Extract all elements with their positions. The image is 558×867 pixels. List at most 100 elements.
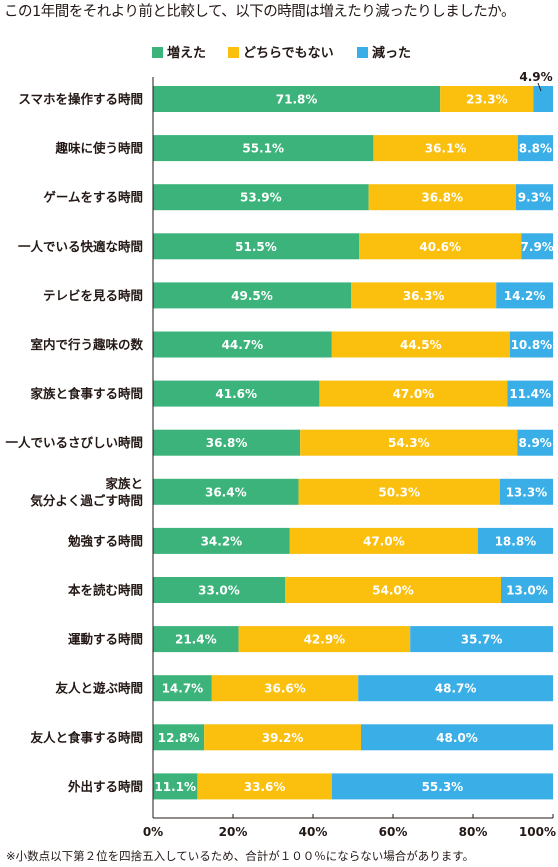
bar-segment xyxy=(331,773,553,800)
bar-segment xyxy=(211,675,359,702)
x-tick-label: 60% xyxy=(379,825,408,839)
bar-segment xyxy=(521,233,553,260)
value-labels: 71.8% 23.3% 4.9% 55.1% 36.1% 8.8% 53.9% 36.8% 9.… xyxy=(154,70,553,794)
bar-segment xyxy=(351,282,497,309)
category-label: ゲームをする時間 xyxy=(43,190,143,205)
bar-segment xyxy=(410,626,553,653)
value-label: 33.6% xyxy=(244,780,286,794)
bar-segment xyxy=(153,282,351,309)
legend-swatch xyxy=(228,47,239,58)
value-label: 34.2% xyxy=(201,534,243,548)
value-label: 47.0% xyxy=(363,534,405,548)
bar-segment xyxy=(331,331,510,358)
value-label: 51.5% xyxy=(235,240,277,254)
bar-segment xyxy=(153,724,205,751)
value-label: 44.5% xyxy=(400,338,442,352)
value-label: 36.8% xyxy=(421,191,463,205)
value-label: 14.7% xyxy=(162,682,204,696)
value-label: 47.0% xyxy=(393,387,435,401)
category-label: 友人と食事する時間 xyxy=(29,730,143,745)
category-label: テレビを見る時間 xyxy=(43,288,143,303)
bar-segment xyxy=(499,478,553,505)
bar-segment xyxy=(153,577,285,603)
category-label: スマホを操作する時間 xyxy=(18,92,143,107)
bar-segment xyxy=(153,429,301,456)
footnote: ※小数点以下第２位を四捨五入しているため、合計が１００％にならない場合があります… xyxy=(6,849,474,863)
value-label: 8.9% xyxy=(519,436,552,450)
category-label: 友人と遊ぶ時間 xyxy=(54,681,143,696)
bar-segment xyxy=(153,675,212,702)
value-label: 36.3% xyxy=(403,289,445,303)
value-label: 54.0% xyxy=(372,584,414,598)
bars xyxy=(153,86,553,800)
bar-segment xyxy=(501,577,553,603)
value-label: 13.0% xyxy=(506,584,548,598)
value-label: 42.9% xyxy=(304,633,346,647)
value-label: 71.8% xyxy=(276,93,318,107)
bar-segment xyxy=(153,86,441,112)
legend-swatch xyxy=(357,47,368,58)
bar-segment xyxy=(477,527,553,554)
x-tick-label: 80% xyxy=(459,825,488,839)
value-label: 44.7% xyxy=(222,338,264,352)
bar-segment xyxy=(359,233,522,260)
x-tick-label: 0% xyxy=(143,825,163,839)
value-label: 4.9% xyxy=(519,70,552,84)
value-label: 53.9% xyxy=(240,191,282,205)
bar-segment xyxy=(153,184,369,211)
value-label: 50.3% xyxy=(378,485,420,499)
category-label: 外出する時間 xyxy=(67,779,143,794)
value-label: 33.0% xyxy=(198,584,240,598)
bar-segment xyxy=(368,184,516,211)
value-label: 13.3% xyxy=(506,485,548,499)
value-label: 10.8% xyxy=(511,338,553,352)
value-label: 36.4% xyxy=(205,485,247,499)
bar-segment xyxy=(358,675,553,702)
bar-segment xyxy=(361,724,553,751)
x-tick-label: 20% xyxy=(219,825,248,839)
value-label: 7.9% xyxy=(521,240,554,254)
bar-segment xyxy=(153,331,332,358)
category-label: 気分よく過ごす時間 xyxy=(30,493,143,508)
value-label: 48.0% xyxy=(436,731,478,745)
category-label: 趣味に使う時間 xyxy=(54,141,143,156)
category-label: 家族と食事する時間 xyxy=(30,386,143,401)
value-label: 14.2% xyxy=(504,289,546,303)
legend-swatch xyxy=(152,47,163,58)
value-label: 35.7% xyxy=(461,633,503,647)
category-labels: スマホを操作する時間趣味に使う時間ゲームをする時間一人でいる快適な時間テレビを見… xyxy=(5,92,143,794)
bar-segment xyxy=(153,380,320,407)
value-label: 39.2% xyxy=(262,731,304,745)
value-label: 49.5% xyxy=(231,289,273,303)
value-label: 11.1% xyxy=(154,780,196,794)
value-label: 8.8% xyxy=(519,142,552,156)
value-label: 36.1% xyxy=(425,142,467,156)
callout-line xyxy=(537,82,542,92)
chart-title: この1年間をそれより前と比較して、以下の時間は増えたり減ったりしましたか。 xyxy=(4,2,515,20)
bar-segment xyxy=(285,577,501,603)
bar-segment xyxy=(533,86,553,112)
bar-segment xyxy=(319,380,508,407)
value-label: 36.6% xyxy=(264,682,306,696)
category-label: 一人でいるさびしい時間 xyxy=(5,435,143,450)
value-label: 55.3% xyxy=(422,780,464,794)
bar-segment xyxy=(373,135,518,162)
bar-segment xyxy=(515,184,553,211)
category-label: 本を読む時間 xyxy=(68,583,143,598)
value-label: 36.8% xyxy=(206,436,248,450)
bar-segment xyxy=(153,773,198,800)
legend: 増えた どちらでもない 減った xyxy=(152,45,411,61)
bar-segment xyxy=(517,429,553,456)
bar-segment xyxy=(153,478,299,505)
bar-segment xyxy=(300,429,518,456)
value-label: 48.7% xyxy=(435,682,477,696)
category-label: 一人でいる快適な時間 xyxy=(18,239,143,254)
x-tick-label: 40% xyxy=(299,825,328,839)
value-label: 23.3% xyxy=(466,93,508,107)
bar-segment xyxy=(496,282,553,309)
value-label: 18.8% xyxy=(495,534,537,548)
value-label: 54.3% xyxy=(388,436,430,450)
value-label: 11.4% xyxy=(509,387,551,401)
category-label: 運動する時間 xyxy=(68,632,143,647)
